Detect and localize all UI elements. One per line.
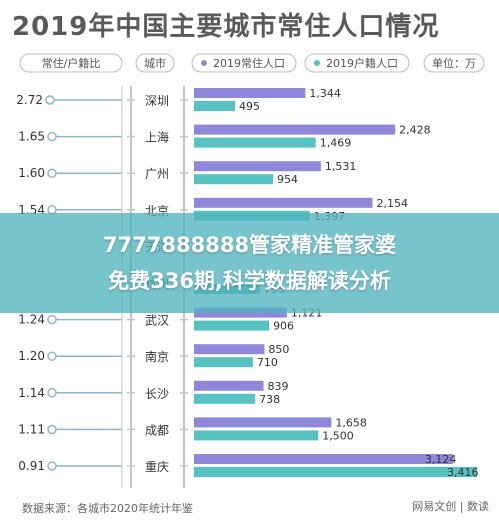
bar-resident-value: 839 <box>268 380 289 393</box>
ratio-value: 2.72 <box>16 93 43 107</box>
bar-hukou-value: 495 <box>239 100 260 113</box>
ratio-value: 1.20 <box>18 349 45 363</box>
legend-swatch <box>314 60 320 66</box>
bar-resident-value: 1,531 <box>325 160 357 173</box>
ratio-header-pill <box>19 53 123 73</box>
bar-hukou-value: 1,469 <box>320 137 352 150</box>
bar-resident <box>194 380 264 391</box>
bar-resident-value: 2,154 <box>376 197 408 210</box>
ratio-value: 1.60 <box>18 166 45 180</box>
ratio-dot <box>47 168 57 178</box>
bar-resident-value: 2,428 <box>399 124 431 137</box>
city-label: 长沙 <box>145 387 169 401</box>
bar-hukou <box>194 467 478 477</box>
bar-resident <box>194 197 373 208</box>
bar-hukou <box>194 393 256 404</box>
legend-swatch <box>201 60 207 66</box>
legend-label: 2019常住人口 <box>213 56 285 70</box>
bar-hukou-value: 1,500 <box>322 429 354 442</box>
ratio-dot <box>47 388 57 398</box>
ratio-dot <box>47 461 57 471</box>
ratio-dot <box>47 314 57 325</box>
city-label: 成都 <box>145 423 169 437</box>
bar-hukou <box>194 174 274 185</box>
ratio-value: 1.65 <box>18 130 45 144</box>
city-header-label: 城市 <box>144 56 166 70</box>
bar-hukou <box>194 320 270 331</box>
city-label: 武汉 <box>145 314 169 328</box>
bar-resident-value: 3,124 <box>425 453 457 466</box>
bar-hukou-value: 906 <box>273 320 294 333</box>
brand-label: 网易文创 | 数读 <box>412 500 489 513</box>
city-label: 广州 <box>145 167 169 181</box>
bar-resident <box>194 417 332 428</box>
banner-line-2: 免费336期,科学数据解读分析 <box>108 269 391 293</box>
data-source: 数据来源：各城市2020年统计年鉴 <box>22 502 193 515</box>
watermark-banner: 7777888888管家精准管家婆 免费336期,科学数据解读分析 <box>0 213 499 313</box>
chart-title: 2019年中国主要城市常住人口情况 <box>12 12 440 42</box>
ratio-dot <box>45 95 55 105</box>
bar-hukou-value: 3,416 <box>447 466 479 479</box>
bar-resident <box>194 344 265 355</box>
bar-hukou <box>194 101 236 111</box>
legend-pill <box>304 53 410 73</box>
city-label: 重庆 <box>145 460 169 474</box>
ratio-value: 1.14 <box>18 386 45 400</box>
bar-hukou <box>194 430 319 441</box>
bar-resident-value: 850 <box>268 343 289 356</box>
bar-hukou <box>194 357 253 368</box>
city-label: 上海 <box>145 130 169 145</box>
bar-resident <box>194 124 396 135</box>
bar-hukou-value: 710 <box>257 356 278 369</box>
legend-pill <box>191 53 297 73</box>
bar-hukou-value: 738 <box>259 393 280 406</box>
bar-resident <box>194 454 453 464</box>
city-label: 深圳 <box>145 94 169 108</box>
city-header-pill <box>135 53 175 73</box>
ratio-dot <box>47 131 57 142</box>
ratio-value: 1.11 <box>18 422 45 436</box>
bar-resident-value: 1,344 <box>309 87 341 100</box>
unit-pill <box>423 53 485 73</box>
bar-hukou-value: 954 <box>277 173 298 186</box>
bar-hukou <box>194 137 316 148</box>
ratio-value: 0.91 <box>18 459 45 473</box>
bar-resident-value: 1,658 <box>335 416 367 429</box>
ratio-value: 1.24 <box>18 313 45 327</box>
legend-label: 2019户籍人口 <box>326 56 398 70</box>
unit-label: 单位：万 <box>432 56 476 70</box>
bar-resident <box>194 161 321 172</box>
city-label: 南京 <box>145 349 169 364</box>
banner-line-1: 7777888888管家精准管家婆 <box>102 233 397 257</box>
ratio-dot <box>47 351 57 361</box>
ratio-dot <box>47 424 57 435</box>
ratio-header-label: 常住/户籍比 <box>42 56 101 70</box>
bar-resident <box>194 88 306 98</box>
